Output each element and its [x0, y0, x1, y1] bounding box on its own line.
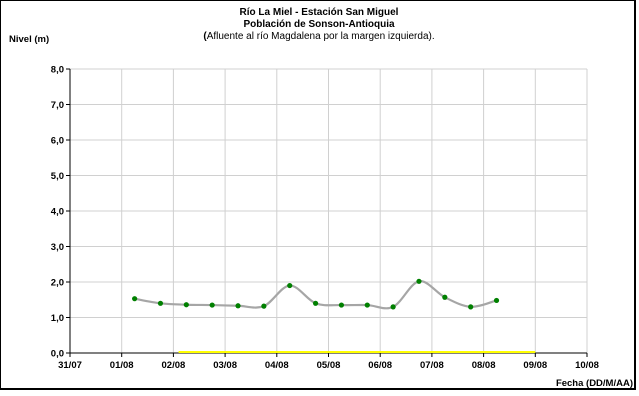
- y-tick-label: 0,0: [51, 349, 64, 360]
- x-tick-label: 07/08: [420, 360, 444, 371]
- chart-subtitle-paren: (: [203, 31, 207, 42]
- chart-subtitle: (Afluente al río Magdalena por la margen…: [203, 31, 434, 42]
- data-point: [364, 302, 370, 308]
- y-tick-label: 4,0: [51, 207, 64, 218]
- chart-title-line-2: Población de Sonson-Antioquia: [243, 19, 395, 30]
- chart-title-line-1: Río La Miel - Estación San Miguel: [240, 7, 399, 18]
- data-point: [157, 300, 164, 306]
- y-tick-label: 8,0: [51, 65, 64, 76]
- data-point: [390, 304, 396, 310]
- x-tick-label: 09/08: [523, 360, 547, 371]
- data-point: [442, 294, 448, 300]
- x-tick-label: 10/08: [575, 360, 599, 371]
- y-tick-label: 5,0: [51, 171, 64, 182]
- data-point: [209, 302, 215, 308]
- y-tick-label: 3,0: [51, 242, 64, 253]
- data-point: [132, 296, 138, 302]
- y-tick-label: 1,0: [51, 313, 64, 324]
- x-tick-label: 03/08: [213, 360, 237, 371]
- y-axis-label: Nivel (m): [9, 34, 49, 45]
- chart-titles: Río La Miel - Estación San Miguel Poblac…: [203, 7, 434, 42]
- chart-subtitle-text: Afluente al río Magdalena por la margen …: [207, 31, 435, 42]
- y-tick-label: 2,0: [51, 278, 64, 289]
- data-point: [493, 297, 500, 304]
- data-point: [338, 302, 345, 308]
- x-tick-label: 04/08: [265, 360, 289, 371]
- x-axis-label: Fecha (DD/M/AA): [556, 378, 633, 389]
- x-tick-label: 31/07: [58, 360, 82, 371]
- plot-area: 0,0 1,0 2,0 3,0 4,0 5,0 6,0 7,0 8,0 31/07 01/08 02/…: [51, 65, 599, 372]
- x-tick-label: 02/08: [162, 360, 186, 371]
- y-tick-label: 6,0: [51, 136, 64, 147]
- x-tick-label: 06/08: [368, 360, 392, 371]
- data-point: [287, 282, 293, 289]
- data-point: [312, 300, 319, 306]
- data-point: [183, 302, 189, 308]
- y-tick-label: 7,0: [51, 100, 64, 111]
- data-point: [468, 304, 474, 310]
- x-tick-label: 05/08: [317, 360, 341, 371]
- x-tick-label: 01/08: [110, 360, 134, 371]
- x-tick-label: 08/08: [472, 360, 496, 371]
- data-point: [235, 303, 241, 309]
- data-point: [261, 303, 267, 309]
- data-point: [416, 278, 422, 284]
